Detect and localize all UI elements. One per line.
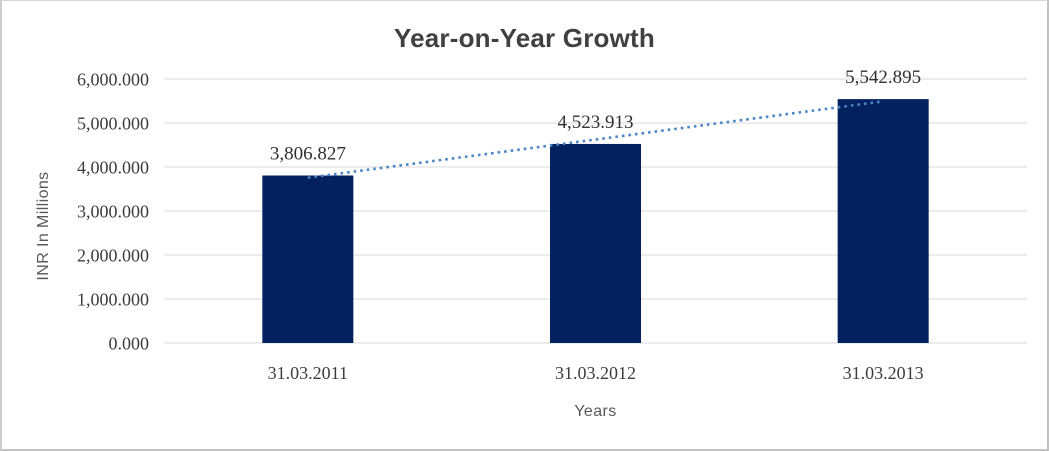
category-label: 31.03.2011: [268, 363, 348, 383]
bar-data-label: 5,542.895: [845, 67, 921, 88]
y-tick-label: 0.000: [109, 333, 150, 353]
chart-title: Year-on-Year Growth: [394, 23, 655, 53]
bar-data-label: 3,806.827: [270, 143, 346, 164]
y-tick-label: 1,000.000: [77, 289, 149, 309]
y-tick-label: 4,000.000: [77, 157, 149, 177]
trendline: [307, 100, 884, 180]
bar: [550, 143, 641, 343]
y-tick-label: 6,000.000: [77, 69, 149, 89]
y-tick-label: 2,000.000: [77, 245, 149, 265]
y-tick-label: 3,000.000: [77, 201, 149, 221]
category-label: 31.03.2013: [843, 363, 924, 383]
bar: [837, 99, 929, 344]
y-tick-label: 5,000.000: [77, 113, 149, 133]
bar-data-label: 4,523.913: [558, 112, 634, 133]
bar: [262, 175, 354, 343]
category-label: 31.03.2012: [555, 363, 636, 383]
x-axis-title: Years: [574, 403, 617, 420]
